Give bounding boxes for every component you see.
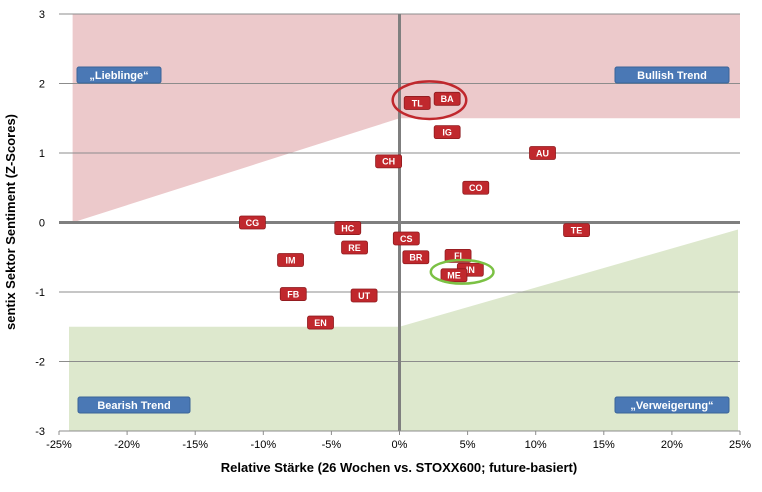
- highlight-circles: [391, 80, 495, 285]
- highlight-circle-red: [391, 80, 468, 121]
- data-point-ba: BA: [433, 91, 461, 106]
- y-tick-label: 0: [39, 218, 45, 230]
- data-point-label: CO: [469, 183, 483, 193]
- data-point-label: IN: [466, 265, 475, 275]
- data-point-label: AU: [536, 148, 549, 158]
- data-point-label: UT: [358, 291, 370, 301]
- x-tick-label: -20%: [114, 439, 140, 451]
- data-point-label: EN: [314, 318, 327, 328]
- data-point-marker: [462, 180, 490, 195]
- y-tick-label: 2: [39, 79, 45, 91]
- y-tick-label: -3: [35, 426, 45, 438]
- x-tick-label: -25%: [46, 439, 72, 451]
- data-point-me: ME: [440, 268, 468, 283]
- data-point-im: IM: [277, 253, 304, 267]
- data-point-tl: TL: [403, 96, 431, 110]
- quadrant-label-box: [77, 396, 191, 414]
- quadrant-label-top-left: „Lieblinge“: [76, 66, 162, 84]
- data-point-label: IG: [442, 127, 452, 137]
- x-tick-label: -5%: [322, 439, 342, 451]
- data-point-marker: [433, 125, 461, 140]
- quadrant-labels: „Lieblinge“ Bullish Trend Bearish Trend „Ve…: [76, 66, 730, 414]
- data-point-marker: [239, 215, 266, 230]
- x-tick-label: 5%: [460, 439, 476, 451]
- data-point-label: FB: [287, 289, 299, 299]
- data-point-label: FI: [454, 251, 462, 261]
- x-tick-label: -15%: [182, 439, 208, 451]
- data-point-co: CO: [462, 180, 490, 195]
- y-tick-label: -1: [35, 287, 45, 299]
- x-tick-label: 20%: [661, 439, 683, 451]
- data-point-label: TE: [571, 225, 583, 235]
- quadrant-label-box: [76, 66, 162, 84]
- data-point-ig: IG: [433, 125, 461, 140]
- data-point-label: BA: [441, 94, 454, 104]
- bullish-zone: [72, 14, 741, 223]
- data-point-ut: UT: [350, 288, 378, 303]
- data-point-re: RE: [341, 240, 368, 255]
- data-point-cs: CS: [392, 231, 420, 246]
- x-tick-label: 10%: [525, 439, 547, 451]
- quadrant-label-top-right: Bullish Trend: [614, 66, 730, 84]
- x-axis-label: Relative Stärke (26 Wochen vs. STOXX600;…: [221, 460, 577, 475]
- data-point-cg: CG: [239, 215, 266, 230]
- data-point-br: BR: [402, 250, 430, 265]
- quadrant-label-text: „Verweigerung“: [630, 400, 713, 412]
- chart-ticks: -25% -20% -15% -10% -5% 0% 5% 10% 15% 20% 25% 3 2 1 0 -…: [35, 9, 751, 451]
- quadrant-label-box: [614, 396, 730, 414]
- quadrant-label-text: Bearish Trend: [97, 400, 170, 412]
- data-point-marker: [334, 221, 362, 235]
- y-tick-label: -2: [35, 357, 45, 369]
- data-point-marker: [277, 253, 304, 267]
- data-point-marker: [279, 287, 307, 301]
- x-tick-label: 15%: [593, 439, 615, 451]
- y-tick-label: 1: [39, 148, 45, 160]
- data-point-label: RE: [348, 243, 361, 253]
- data-point-label: HC: [341, 223, 354, 233]
- data-point-label: CS: [400, 234, 413, 244]
- data-point-marker: [341, 240, 368, 255]
- data-point-marker: [433, 91, 461, 106]
- chart-zones: [69, 14, 741, 431]
- quadrant-label-text: Bullish Trend: [637, 70, 707, 82]
- x-tick-label: -10%: [250, 439, 276, 451]
- data-point-ch: CH: [375, 154, 403, 169]
- data-point-marker: [440, 268, 468, 283]
- data-point-fb: FB: [279, 287, 307, 301]
- data-point-label: IM: [286, 255, 296, 265]
- data-point-marker: [402, 250, 430, 265]
- data-point-label: ME: [447, 271, 461, 281]
- y-axis-label: sentix Sektor Sentiment (Z-Scores): [3, 114, 18, 330]
- highlight-circle-green: [429, 258, 495, 285]
- x-tick-label: 0%: [392, 439, 408, 451]
- quadrant-label-box: [614, 66, 730, 84]
- data-point-marker: [375, 154, 403, 169]
- data-point-marker: [350, 288, 378, 303]
- data-point-marker: [563, 223, 590, 238]
- data-point-label: BR: [409, 253, 422, 263]
- quadrant-label-bottom-left: Bearish Trend: [77, 396, 191, 414]
- data-point-label: TL: [412, 98, 423, 108]
- data-point-marker: [403, 96, 431, 110]
- data-point-en: EN: [307, 315, 334, 330]
- data-point-te: TE: [563, 223, 590, 238]
- quadrant-label-text: „Lieblinge“: [89, 70, 148, 82]
- x-tick-label: 25%: [729, 439, 751, 451]
- data-point-hc: HC: [334, 221, 362, 235]
- data-point-marker: [392, 231, 420, 246]
- data-point-label: CG: [246, 218, 260, 228]
- data-point-au: AU: [529, 146, 556, 160]
- data-point-label: CH: [382, 157, 395, 167]
- bearish-zone: [69, 229, 738, 431]
- y-tick-label: 3: [39, 9, 45, 21]
- chart-axes: [58, 14, 741, 435]
- data-point-marker: [307, 315, 334, 330]
- data-point-marker: [529, 146, 556, 160]
- quadrant-label-bottom-right: „Verweigerung“: [614, 396, 730, 414]
